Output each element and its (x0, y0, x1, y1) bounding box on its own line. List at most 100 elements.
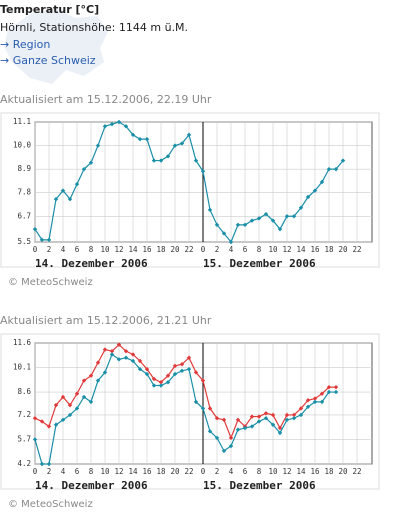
point (151, 376, 157, 382)
x-tick-label: 16 (142, 467, 152, 476)
x-tick-label: 2 (215, 245, 220, 254)
y-tick-label: 5.7 (17, 434, 31, 443)
point (200, 406, 206, 411)
x-tick-label: 18 (324, 245, 334, 254)
x-tick-label: 18 (156, 467, 166, 476)
y-tick-label: 8.6 (17, 387, 31, 396)
point (228, 435, 234, 441)
point (291, 416, 297, 421)
point (249, 424, 255, 429)
point (200, 378, 206, 383)
point (270, 422, 276, 427)
y-tick-label: 4.2 (17, 459, 31, 468)
point (277, 226, 283, 232)
point (256, 419, 262, 424)
point (256, 216, 262, 221)
x-tick-label: 14 (128, 245, 138, 254)
point (242, 425, 248, 431)
credit: © MeteoSchweiz (8, 277, 93, 288)
point (172, 371, 178, 377)
point (186, 132, 192, 138)
x-tick-label: 0 (33, 467, 38, 476)
x-tick-label: 8 (89, 467, 94, 476)
point (179, 141, 185, 146)
point (144, 371, 150, 377)
point (67, 412, 73, 418)
point (109, 121, 115, 127)
point (214, 435, 220, 441)
point (165, 380, 171, 385)
y-tick-label: 11.6 (13, 338, 32, 347)
y-tick-label: 7.8 (17, 188, 31, 197)
point (39, 461, 45, 467)
point (319, 179, 325, 185)
point (60, 188, 66, 193)
day-label: 14. Dezember 2006 (35, 479, 148, 492)
point (333, 389, 339, 395)
chart-frame (0, 112, 380, 268)
point (130, 132, 136, 138)
point (137, 366, 143, 372)
point (207, 406, 213, 411)
point (312, 399, 318, 405)
point (144, 366, 150, 372)
point (123, 355, 129, 360)
point (46, 424, 52, 429)
x-tick-label: 8 (89, 245, 94, 254)
point (130, 358, 136, 364)
station: Hörnli, Stationshöhe: 1144 m ü.M. (0, 21, 188, 34)
point (179, 368, 185, 373)
x-tick-label: 0 (201, 467, 206, 476)
x-tick-label: 0 (201, 245, 206, 254)
point (53, 402, 59, 408)
point (214, 222, 220, 228)
point (116, 119, 122, 125)
x-tick-label: 6 (243, 467, 248, 476)
x-tick-label: 12 (282, 467, 291, 476)
x-tick-label: 4 (61, 467, 66, 476)
x-tick-label: 20 (170, 467, 180, 476)
link-schweiz[interactable]: → Ganze Schweiz (0, 54, 96, 67)
point (221, 417, 227, 423)
point (305, 398, 311, 403)
point (60, 417, 66, 423)
point (32, 416, 38, 421)
x-tick-label: 22 (352, 245, 361, 254)
x-tick-label: 20 (338, 245, 348, 254)
point (179, 362, 185, 367)
point (32, 226, 38, 232)
point (312, 188, 318, 193)
x-tick-label: 8 (257, 467, 262, 476)
swiss-map (4, 8, 108, 84)
x-tick-label: 22 (184, 245, 193, 254)
point (249, 218, 255, 223)
point (186, 366, 192, 372)
point (284, 214, 290, 219)
point (81, 394, 87, 400)
point (172, 363, 178, 369)
chart-frame (0, 333, 380, 490)
day-label: 15. Dezember 2006 (203, 257, 316, 270)
point (263, 416, 269, 421)
point (333, 166, 339, 172)
point (263, 411, 269, 416)
point (165, 373, 171, 378)
point (137, 358, 143, 364)
point (158, 380, 164, 385)
x-tick-label: 12 (114, 467, 123, 476)
x-tick-label: 22 (184, 467, 193, 476)
point (95, 378, 101, 383)
link-region[interactable]: → Region (0, 38, 50, 51)
point (137, 136, 143, 142)
point (102, 124, 108, 129)
point (291, 412, 297, 418)
x-tick-label: 6 (75, 245, 80, 254)
x-tick-label: 20 (338, 467, 348, 476)
point (200, 169, 206, 174)
x-tick-label: 4 (61, 245, 66, 254)
point (326, 389, 332, 395)
x-tick-label: 10 (268, 467, 278, 476)
point (235, 222, 241, 228)
